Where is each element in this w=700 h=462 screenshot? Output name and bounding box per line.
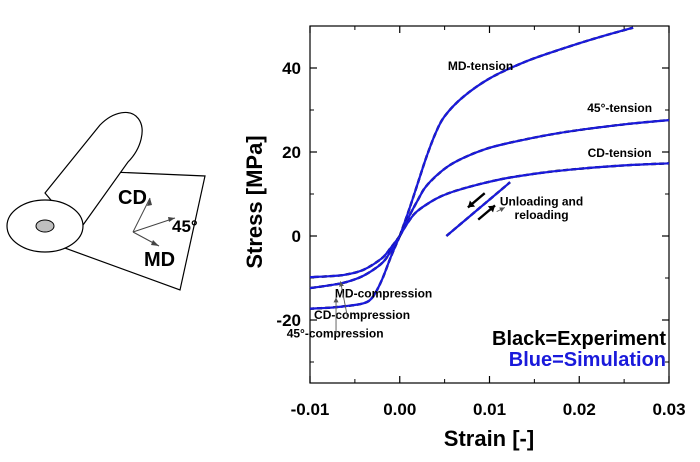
y-tick-label: 20 xyxy=(282,143,301,162)
stress-strain-chart: -0.01 0.00 0.01 0.02 0.03 -20 0 20 40 MD-tension… xyxy=(242,25,686,451)
annotation-cd-compression: CD-compression xyxy=(314,308,410,322)
y-tick-label: 0 xyxy=(292,227,301,246)
annotation-md-compression: MD-compression xyxy=(335,287,432,301)
x-tick-label: 0.02 xyxy=(563,400,596,419)
x-tick-label: 0.03 xyxy=(652,400,685,419)
axis-ticks: -0.01 0.00 0.01 0.02 0.03 -20 0 20 40 xyxy=(276,25,686,419)
legend-simulation: Blue=Simulation xyxy=(509,349,666,371)
simulation-line-cd-tension xyxy=(398,162,670,237)
x-axis-label: Strain [-] xyxy=(444,426,534,451)
simulation-line-md-compression xyxy=(309,235,401,310)
annotation-unloading-and: Unloading and xyxy=(500,194,583,208)
paper-roll-schematic: CD 45° MD xyxy=(6,111,206,291)
simulation-line-md-tension xyxy=(398,26,634,237)
simulation-line-45-compression xyxy=(309,235,401,290)
annotation-cd-tension: CD-tension xyxy=(588,146,652,160)
loading-arrows xyxy=(467,192,496,221)
annotations-group: MD-tension 45°-tension CD-tension Unloading… xyxy=(287,59,652,341)
roll-body xyxy=(44,111,143,233)
x-tick-label: 0.01 xyxy=(473,400,506,419)
simulation-line-cd-compression xyxy=(309,235,401,279)
cd-compression-leader xyxy=(340,281,349,319)
annotation-45-tension: 45°-tension xyxy=(587,101,652,115)
md-arrowhead xyxy=(151,240,159,246)
x-tick-label: 0.00 xyxy=(383,400,416,419)
unloading-arrow-head xyxy=(467,200,476,208)
cd-label: CD xyxy=(118,187,147,209)
y-tick-label: -20 xyxy=(276,311,301,330)
y-tick-label: 40 xyxy=(282,59,301,78)
cd-arrowhead xyxy=(147,198,152,206)
series-group xyxy=(309,26,670,310)
annotation-reloading: reloading xyxy=(515,208,569,222)
cd-compression-leader-head xyxy=(339,281,344,287)
legend-experiment: Black=Experiment xyxy=(492,328,666,350)
unloading-leader-head xyxy=(499,207,505,212)
annotation-45-compression: 45°-compression xyxy=(287,327,384,341)
roll-core xyxy=(35,219,55,233)
angle-compression-leader-head xyxy=(333,297,339,303)
angle-label: 45° xyxy=(172,217,198,236)
reloading-arrow-head xyxy=(487,205,496,213)
cd-arrow xyxy=(132,197,151,233)
simulation-line-unloading-and-reloading xyxy=(445,181,511,237)
simulation-line-45-tension xyxy=(398,119,670,237)
md-label: MD xyxy=(144,249,175,271)
annotation-md-tension: MD-tension xyxy=(448,59,513,73)
angle-arrowhead xyxy=(168,217,175,222)
x-tick-label: -0.01 xyxy=(291,400,330,419)
angle-arrow xyxy=(132,217,176,233)
y-axis-label: Stress [MPa] xyxy=(242,135,267,268)
